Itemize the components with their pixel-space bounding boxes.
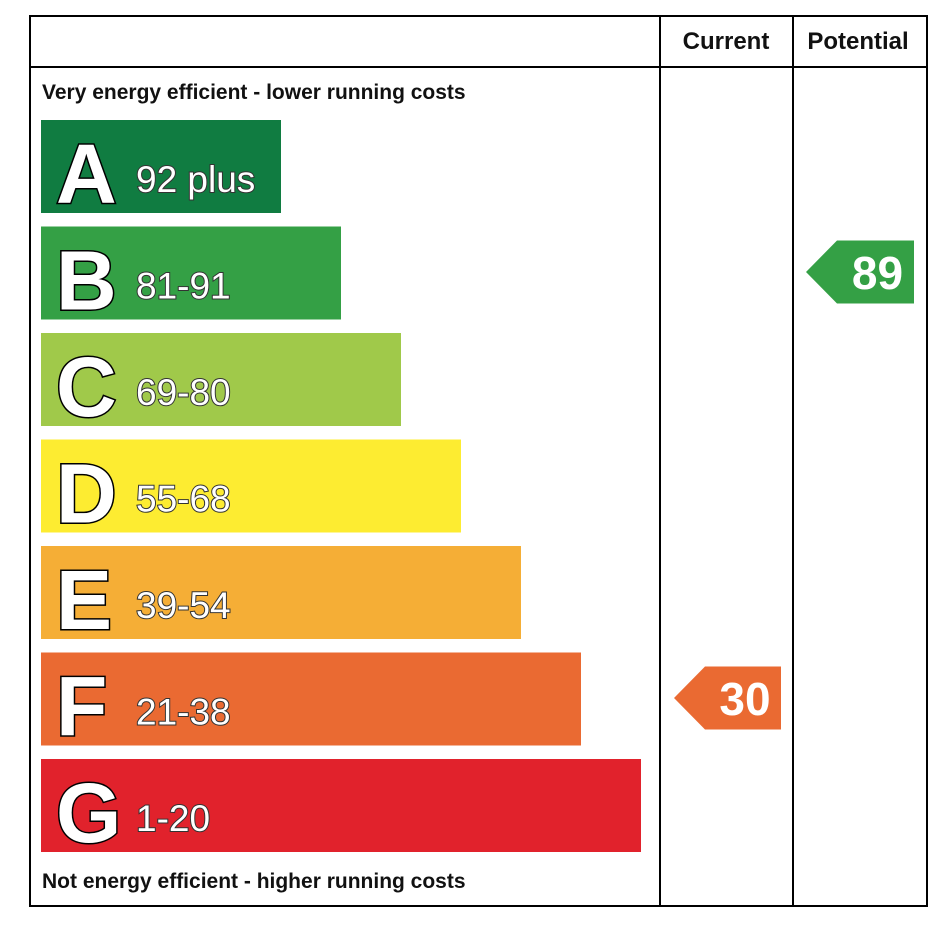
band-letter: E — [56, 553, 112, 647]
band-letter: C — [56, 340, 117, 434]
current-rating-arrow: 30 — [674, 666, 781, 730]
band-f: F 21-38 — [41, 652, 581, 755]
band-letter: A — [56, 127, 117, 221]
current-arrow-shape — [674, 666, 781, 730]
potential-rating-value: 89 — [852, 247, 903, 299]
band-bar-f — [41, 652, 581, 746]
current-header: Current — [683, 28, 770, 55]
band-bar-c — [41, 333, 401, 426]
band-bar-a — [41, 120, 281, 213]
band-a: A 92 plus — [41, 120, 281, 223]
band-bar-g — [41, 759, 641, 852]
band-bar-e — [41, 546, 521, 639]
band-c: C 69-80 — [41, 333, 401, 436]
bottom-caption: Not energy efficient - higher running co… — [42, 870, 466, 893]
band-d: D 55-68 — [41, 439, 461, 542]
band-b: B 81-91 — [41, 226, 341, 329]
band-range: 69-80 — [136, 372, 231, 413]
potential-arrow-shape — [806, 240, 914, 304]
band-bar-d — [41, 439, 461, 533]
band-range: 81-91 — [136, 266, 231, 307]
current-rating-value: 30 — [719, 673, 770, 725]
band-range: 55-68 — [136, 479, 231, 520]
potential-rating-arrow: 89 — [806, 240, 914, 304]
band-letter: G — [56, 766, 121, 860]
band-e: E 39-54 — [41, 546, 521, 649]
band-letter: D — [56, 447, 117, 541]
band-bar-b — [41, 226, 341, 320]
band-range: 21-38 — [136, 692, 231, 733]
band-g: G 1-20 — [41, 759, 641, 862]
band-range: 39-54 — [136, 585, 231, 626]
band-range: 1-20 — [136, 798, 210, 839]
band-range: 92 plus — [136, 159, 255, 200]
band-letter: B — [56, 234, 117, 328]
top-caption: Very energy efficient - lower running co… — [42, 81, 466, 104]
band-letter: F — [56, 660, 107, 754]
potential-header: Potential — [807, 28, 908, 55]
